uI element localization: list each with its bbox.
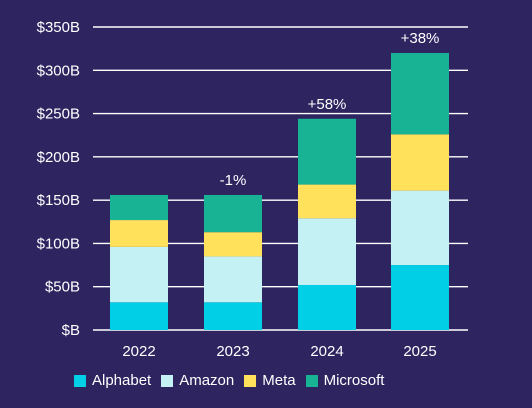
- x-tick-label: 2025: [403, 343, 436, 360]
- legend-item-microsoft: Microsoft: [305, 372, 385, 389]
- legend-swatch: [74, 374, 86, 387]
- x-tick-label: 2022: [122, 343, 155, 360]
- y-tick-label: $50B: [45, 279, 80, 296]
- legend-swatch: [305, 374, 318, 387]
- legend-swatch: [161, 374, 174, 387]
- y-tick-label: $250B: [37, 106, 80, 123]
- legend-label: Meta: [262, 372, 296, 389]
- y-tick-label: $350B: [37, 19, 80, 36]
- legend-item-alphabet: Alphabet: [74, 372, 151, 389]
- y-tick-label: $100B: [37, 235, 80, 252]
- bar-layer: [110, 52, 449, 330]
- bar-segment-meta: [204, 232, 262, 257]
- legend-item-meta: Meta: [244, 372, 296, 389]
- legend-label: Amazon: [179, 372, 235, 389]
- legend: Alphabet Amazon Meta Microsoft: [74, 372, 384, 389]
- legend-label: Alphabet: [92, 372, 152, 389]
- bar-segment-meta: [391, 134, 449, 191]
- legend-swatch: [244, 374, 257, 387]
- bar-segment-microsoft: [391, 52, 449, 135]
- bar-segment-amazon: [391, 190, 449, 266]
- bar-segment-alphabet: [110, 302, 168, 330]
- label-layer: $B $50B $100B $150B $200B $250B $300B $350B 2022…: [37, 19, 440, 360]
- legend-label: Microsoft: [323, 372, 385, 389]
- bar-segment-amazon: [204, 256, 262, 303]
- bar-segment-microsoft: [204, 194, 262, 233]
- bar-segment-alphabet: [298, 284, 356, 330]
- bar-segment-meta: [298, 184, 356, 219]
- x-tick-label: 2023: [216, 343, 249, 360]
- bar-segment-amazon: [298, 218, 356, 285]
- bar-segment-amazon: [110, 246, 168, 303]
- y-tick-label: $150B: [37, 192, 80, 209]
- growth-annotation: +38%: [401, 30, 440, 47]
- bar-segment-alphabet: [204, 302, 262, 330]
- bar-segment-meta: [110, 220, 168, 247]
- x-tick-label: 2024: [310, 343, 343, 360]
- legend-item-amazon: Amazon: [161, 372, 234, 389]
- bar-segment-alphabet: [391, 265, 449, 330]
- bar-segment-microsoft: [110, 194, 168, 221]
- y-tick-label: $B: [62, 322, 80, 339]
- growth-annotation: -1%: [220, 172, 247, 189]
- y-tick-label: $200B: [37, 149, 80, 166]
- y-tick-label: $300B: [37, 62, 80, 79]
- growth-annotation: +58%: [308, 96, 347, 113]
- bar-segment-microsoft: [298, 118, 356, 185]
